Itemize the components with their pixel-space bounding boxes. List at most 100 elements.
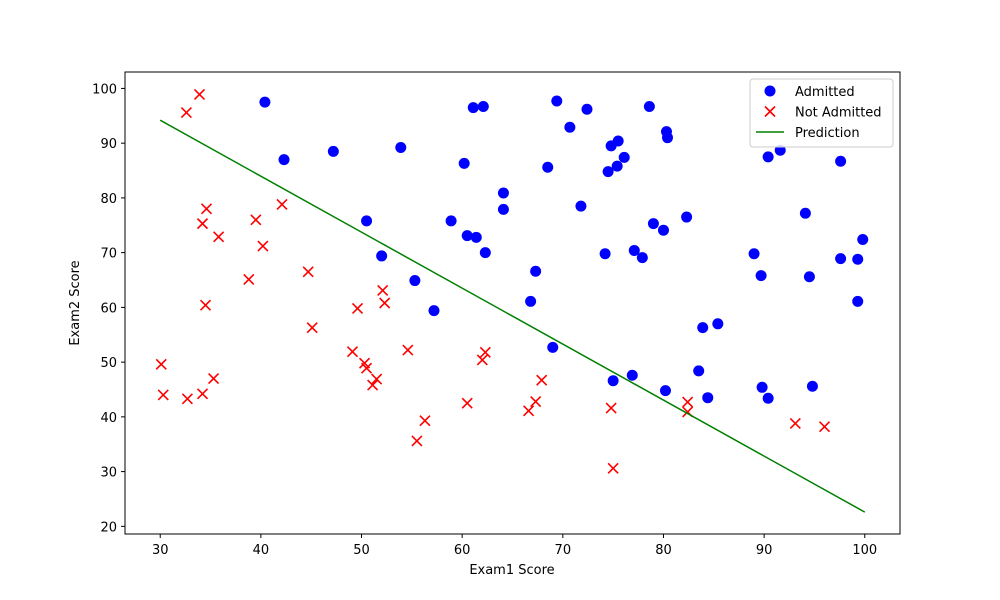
not-admitted-point [196, 388, 209, 400]
admitted-point [477, 100, 489, 112]
admitted-point [697, 322, 709, 334]
not-admitted-point [351, 302, 364, 315]
not-admitted-point [523, 405, 535, 417]
admitted-point [762, 151, 774, 163]
not-admitted-point [419, 415, 431, 427]
y-axis-title: Exam2 Score [68, 260, 83, 345]
admitted-point [748, 248, 760, 260]
admitted-point [445, 215, 457, 227]
x-tick-label: 80 [655, 543, 672, 558]
not-admitted-point [213, 231, 225, 243]
x-tick-label: 90 [756, 543, 773, 558]
not-admitted-point [411, 435, 423, 447]
x-tick-label: 70 [555, 543, 572, 558]
not-admitted-point [157, 389, 169, 401]
admitted-point [852, 253, 864, 265]
admitted-point [327, 145, 339, 157]
admitted-point [599, 248, 611, 260]
x-tick-label: 60 [454, 543, 471, 558]
not-admitted-point [196, 218, 209, 230]
admitted-point [259, 96, 271, 108]
y-tick-label: 90 [100, 137, 117, 152]
admitted-point [636, 252, 648, 264]
y-tick-label: 80 [100, 192, 117, 207]
not-admitted-point [818, 421, 831, 433]
admitted-point [470, 231, 482, 243]
not-admitted-point [302, 266, 314, 278]
admitted-point [755, 270, 767, 282]
not-admitted-point [360, 362, 373, 374]
admitted-point [643, 100, 655, 112]
admitted-point [564, 121, 576, 133]
y-tick-label: 30 [100, 466, 117, 481]
admitted-point [857, 234, 869, 246]
admitted-point [547, 341, 559, 353]
not-admitted-point [605, 402, 617, 414]
admitted-point [693, 365, 705, 377]
admitted-point [799, 207, 811, 219]
not-admitted-point [476, 354, 488, 366]
not-admitted-point [789, 417, 801, 429]
legend-marker-not-admitted [764, 105, 776, 118]
prediction-line [159, 119, 866, 513]
admitted-point [681, 211, 693, 223]
not-admitted-point [367, 379, 379, 391]
not-admitted-point [536, 374, 548, 386]
admitted-point [530, 265, 542, 277]
legend-box [749, 78, 894, 148]
admitted-point [278, 154, 290, 166]
admitted-point [835, 253, 847, 265]
not-admitted-point [199, 299, 212, 311]
admitted-point [618, 151, 630, 163]
admitted-point [525, 295, 537, 307]
admitted-point [607, 375, 619, 387]
admitted-point [756, 381, 768, 393]
x-axis: 30 40 50 60 70 80 90 100 [152, 534, 877, 558]
y-tick-label: 60 [100, 301, 117, 316]
plot-area [155, 88, 869, 513]
admitted-point [458, 157, 470, 169]
admitted-point [612, 135, 624, 147]
not-admitted-point [607, 462, 619, 474]
not-admitted-point [682, 396, 694, 408]
admitted-point [762, 392, 774, 404]
not-admitted-point [193, 88, 206, 101]
y-tick-label: 100 [92, 82, 117, 97]
legend-label: Not Admitted [795, 106, 882, 121]
admitted-point [611, 160, 623, 172]
admitted-point [628, 244, 640, 256]
not-admitted-point [377, 284, 389, 296]
not-admitted-point [181, 393, 193, 405]
admitted-point [575, 200, 587, 212]
y-tick-label: 40 [100, 411, 117, 426]
not-admitted-point [155, 358, 167, 370]
admitted-point [581, 103, 593, 115]
not-admitted-point [346, 346, 359, 358]
not-admitted-point [371, 373, 383, 385]
admitted-point [361, 215, 373, 227]
legend-label: Admitted [795, 85, 855, 100]
admitted-point [428, 305, 440, 317]
y-axis: 20 30 40 50 60 70 80 90 100 [92, 82, 125, 535]
admitted-point [774, 144, 786, 156]
admitted-point [497, 203, 509, 215]
admitted-point [497, 187, 509, 199]
admitted-point [542, 161, 554, 173]
admitted-point [659, 385, 671, 397]
admitted-point [662, 132, 673, 144]
not-admitted-point [530, 395, 542, 408]
admitted-point [806, 380, 818, 392]
admitted-point [712, 318, 724, 330]
admitted-point [647, 218, 659, 230]
admitted-point [479, 247, 491, 259]
not-admitted-point [379, 297, 391, 309]
admitted-point [835, 155, 847, 167]
not-admitted-point [208, 372, 220, 385]
not-admitted-point [479, 346, 491, 358]
admitted-point [376, 250, 388, 262]
legend-marker-admitted [764, 85, 776, 97]
x-tick-label: 50 [353, 543, 370, 558]
not-admitted-point [257, 240, 269, 252]
not-admitted-point [461, 397, 473, 409]
admitted-point [467, 102, 479, 114]
